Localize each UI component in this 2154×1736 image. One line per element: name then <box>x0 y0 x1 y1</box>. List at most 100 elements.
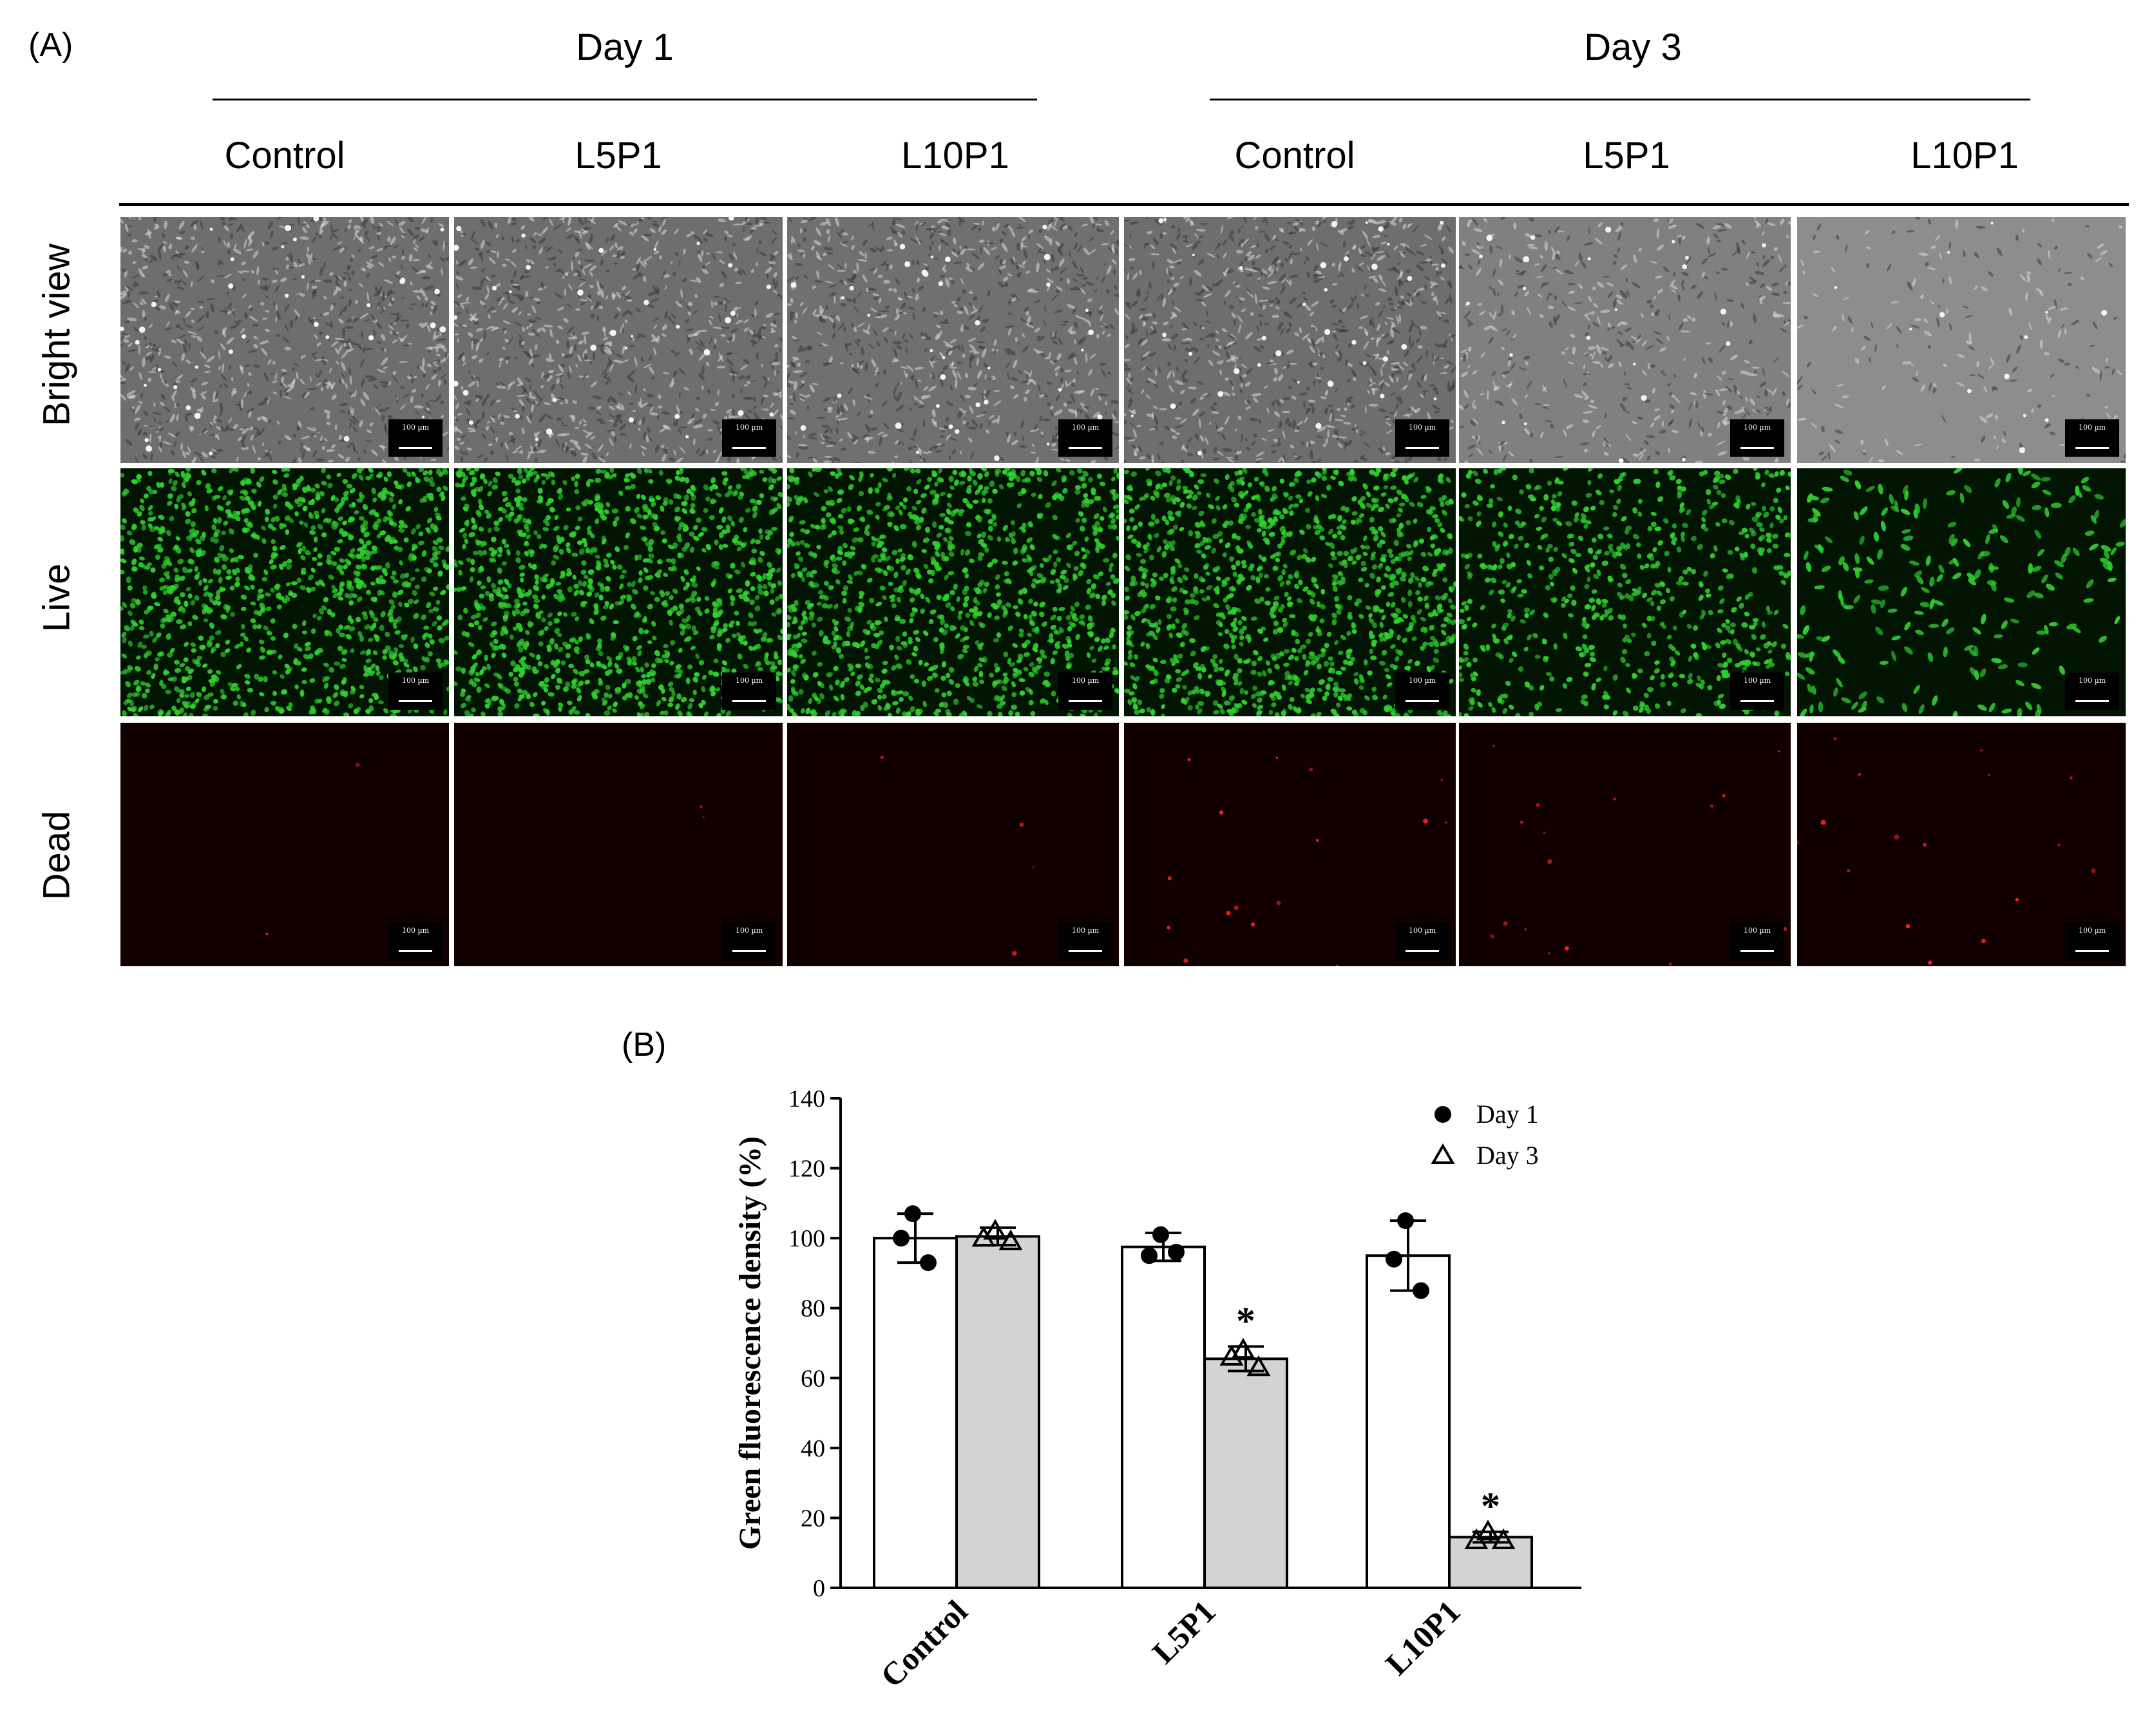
micrograph-live-control-day1: 100 µm <box>120 468 449 716</box>
scale-bar-line <box>1740 447 1774 449</box>
y-tick-label: 40 <box>801 1435 825 1462</box>
scale-bar-line <box>732 700 766 702</box>
column-header-l5p1-day3: L5P1 <box>1583 135 1670 176</box>
scale-bar: 100 µm <box>1058 419 1112 457</box>
scale-bar-line <box>399 447 432 449</box>
data-point-day3 <box>1219 1344 1244 1366</box>
scale-bar-text: 100 µm <box>2078 423 2106 432</box>
legend-label-day1: Day 1 <box>1476 1100 1539 1129</box>
micrograph-bright-l10p1-day3: 100 µm <box>1797 217 2126 463</box>
micrograph-live-l10p1-day3: 100 µm <box>1797 468 2126 716</box>
y-tick-label: 120 <box>788 1156 825 1183</box>
scale-bar-line <box>2075 700 2109 702</box>
scale-bar-text: 100 µm <box>1071 676 1100 685</box>
header-rule <box>119 203 2129 206</box>
y-tick-label: 60 <box>801 1365 825 1392</box>
scale-bar-text: 100 µm <box>1408 676 1436 685</box>
micrograph-grid: 100 µm 100 µm 100 µm 100 µm 100 µm 100 µm 100 … <box>120 217 2126 966</box>
scale-bar-text: 100 µm <box>1743 676 1771 685</box>
scale-bar-line <box>732 447 766 449</box>
data-point-day3 <box>998 1229 1023 1250</box>
micrograph-live-control-day3: 100 µm <box>1124 468 1456 716</box>
day-1-rule <box>213 99 1037 100</box>
y-tick-label: 140 <box>788 1085 825 1112</box>
scale-bar-text: 100 µm <box>735 676 763 685</box>
bar-l10p1-day3 <box>1448 1536 1533 1589</box>
scale-bar: 100 µm <box>1730 419 1784 457</box>
data-point-day1 <box>1152 1226 1169 1243</box>
data-point-day1 <box>920 1254 937 1272</box>
bar-l10p1-day1 <box>1366 1254 1451 1589</box>
data-point-day3 <box>1476 1520 1500 1541</box>
scale-bar: 100 µm <box>1058 922 1112 960</box>
data-point-day3 <box>971 1226 996 1247</box>
legend-label-day3: Day 3 <box>1476 1141 1539 1170</box>
micrograph-dead-l10p1-day1: 100 µm <box>787 723 1119 966</box>
scale-bar-line <box>1069 950 1102 952</box>
y-tick-label: 0 <box>813 1575 825 1602</box>
significance-marker: * <box>1481 1485 1500 1527</box>
scale-bar: 100 µm <box>1395 922 1449 960</box>
data-point-day3 <box>1231 1337 1255 1359</box>
scale-bar-text: 100 µm <box>1408 926 1436 935</box>
scale-bar: 100 µm <box>722 419 776 457</box>
scale-bar-text: 100 µm <box>401 423 430 432</box>
column-header-l5p1-day1: L5P1 <box>575 135 662 176</box>
day-1-header: Day 1 <box>576 26 674 68</box>
y-tick-label: 100 <box>788 1225 825 1252</box>
data-point-day1 <box>893 1230 910 1247</box>
scale-bar: 100 µm <box>388 419 443 457</box>
scale-bar-text: 100 µm <box>401 676 430 685</box>
micrograph-dead-l5p1-day3: 100 µm <box>1459 723 1791 966</box>
data-point-day3 <box>1464 1528 1489 1549</box>
micrograph-live-l5p1-day3: 100 µm <box>1459 468 1791 716</box>
micrograph-dead-l5p1-day1: 100 µm <box>454 723 783 966</box>
scale-bar-line <box>399 700 432 702</box>
data-point-day1 <box>904 1205 921 1223</box>
micrograph-bright-l5p1-day1: 100 µm <box>454 217 783 463</box>
scale-bar: 100 µm <box>1395 419 1449 457</box>
scale-bar: 100 µm <box>388 672 443 710</box>
micrograph-bright-control-day1: 100 µm <box>120 217 449 463</box>
micrograph-live-l5p1-day1: 100 µm <box>454 468 783 716</box>
scale-bar: 100 µm <box>722 672 776 710</box>
scale-bar: 100 µm <box>2065 672 2119 710</box>
scale-bar: 100 µm <box>1730 672 1784 710</box>
micrograph-live-l10p1-day1: 100 µm <box>787 468 1119 716</box>
scale-bar-line <box>1069 447 1102 449</box>
column-header-control-day3: Control <box>1234 135 1355 176</box>
day-3-header: Day 3 <box>1584 26 1682 68</box>
data-point-day1 <box>1397 1212 1414 1229</box>
scale-bar-line <box>1740 950 1774 952</box>
scale-bar-line <box>1406 447 1439 449</box>
panel-a-label: (A) <box>28 26 73 64</box>
y-tick-label: 20 <box>801 1505 825 1532</box>
y-tick-label: 80 <box>801 1295 825 1322</box>
scale-bar: 100 µm <box>722 922 776 960</box>
scale-bar-line <box>1406 950 1439 952</box>
x-tick-label: L5P1 <box>1145 1593 1223 1670</box>
scale-bar-text: 100 µm <box>735 926 763 935</box>
legend-marker-day3 <box>1431 1143 1455 1164</box>
scale-bar: 100 µm <box>2065 922 2119 960</box>
scale-bar-line <box>732 950 766 952</box>
scale-bar-line <box>2075 447 2109 449</box>
bar-l5p1-day3 <box>1203 1357 1288 1589</box>
data-point-day1 <box>1168 1243 1185 1261</box>
column-header-l10p1-day1: L10P1 <box>901 135 1009 176</box>
data-point-day3 <box>1246 1355 1271 1377</box>
column-header-l10p1-day3: L10P1 <box>1911 135 2019 176</box>
scale-bar-text: 100 µm <box>1408 423 1436 432</box>
scale-bar-text: 100 µm <box>1071 926 1100 935</box>
bar-l5p1-day1 <box>1121 1245 1206 1589</box>
bar-chart: 0 20 40 60 80 100 120 140 Green fluorescence den… <box>733 1085 1581 1694</box>
scale-bar: 100 µm <box>1395 672 1449 710</box>
column-header-control-day1: Control <box>224 135 345 176</box>
micrograph-bright-l10p1-day1: 100 µm <box>787 217 1119 463</box>
micrograph-dead-control-day3: 100 µm <box>1124 723 1456 966</box>
scale-bar-line <box>2075 950 2109 952</box>
micrograph-bright-control-day3: 100 µm <box>1124 217 1456 463</box>
scale-bar: 100 µm <box>1730 922 1784 960</box>
scale-bar-text: 100 µm <box>1743 926 1771 935</box>
scale-bar-line <box>1406 700 1439 702</box>
